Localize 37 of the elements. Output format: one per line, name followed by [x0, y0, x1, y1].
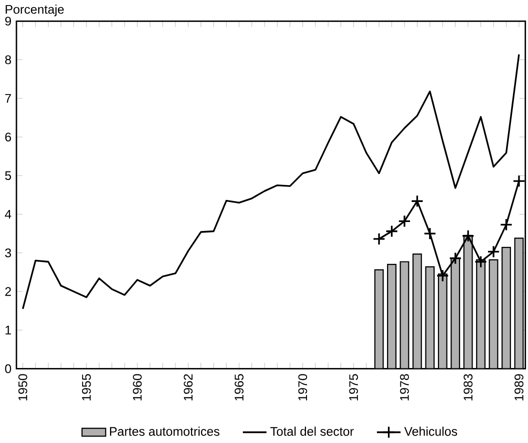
y-tick-label: 1: [6, 326, 11, 334]
y-tick-label: 0: [5, 364, 12, 373]
legend-label: Total del sector: [270, 426, 354, 436]
y-tick-label: 7: [5, 94, 11, 103]
line-series: [22, 53, 520, 310]
x-tick-label: 1983: [464, 374, 473, 400]
y-tick-label: 2: [5, 286, 11, 296]
point: [398, 214, 411, 228]
point: [487, 245, 500, 258]
y-tick-label: 4: [4, 210, 12, 218]
y-tick-label: 8: [5, 55, 12, 64]
point: [410, 194, 424, 208]
x-tick-label: 1965: [234, 374, 244, 400]
point: [372, 232, 386, 246]
x-tick-label: 1955: [82, 374, 91, 400]
legend-label: Partes automotrices: [110, 426, 220, 436]
x-tick-label: 1950: [18, 374, 28, 400]
y-tick-label: 5: [5, 171, 12, 180]
y-tick-label: 6: [5, 132, 12, 142]
point: [448, 252, 462, 264]
y-axis-title: Porcentaje: [6, 4, 64, 16]
point: [500, 218, 513, 231]
x-tick-label: 1975: [349, 374, 358, 400]
point: [462, 229, 474, 242]
x-tick-label: 1960: [132, 374, 142, 400]
point: [474, 255, 488, 268]
x-tick-label: 1970: [298, 374, 308, 400]
x-tick-label: 1962: [184, 374, 193, 400]
point: [436, 269, 450, 282]
y-tick-label: 9: [5, 16, 11, 26]
point: [512, 174, 526, 188]
point: [424, 227, 436, 240]
x-tick-label: 1978: [400, 374, 409, 400]
x-tick-label: 1989: [514, 374, 524, 400]
legend-label: Vehiculos: [404, 426, 458, 436]
y-tick-label: 3: [5, 248, 12, 258]
point: [385, 224, 398, 238]
